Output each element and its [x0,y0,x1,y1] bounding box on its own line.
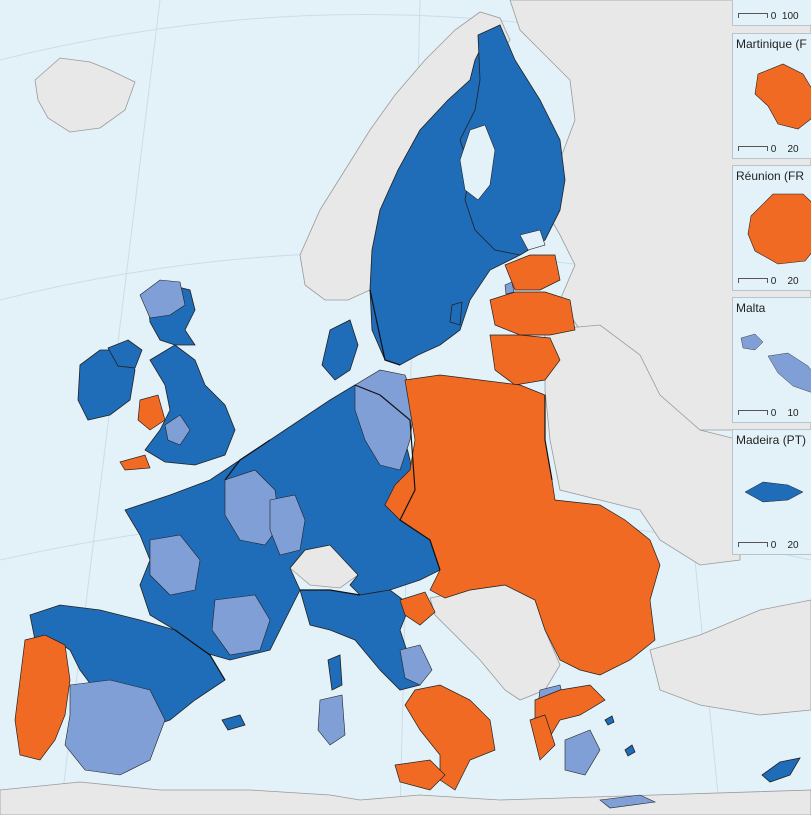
inset-reunion-title: Réunion (FR [736,169,805,183]
inset-madeira-title: Madeira (PT) [736,433,807,447]
inset-1: 0 100 [732,0,811,26]
denmark [321,319,359,381]
sardinia [317,694,346,746]
wales [137,394,166,431]
france-east [269,494,306,556]
scotland-highlands [139,279,186,319]
greece-west [529,714,556,761]
turkey [649,599,811,716]
reunion-shape [747,193,811,265]
iceland [34,57,136,133]
france-west [149,534,201,596]
croatia [399,591,436,626]
wales-border [164,414,191,446]
martinique-shape [754,63,811,130]
belarus-ukraine [544,324,741,566]
inset-martinique-title: Martinique (F [736,37,807,51]
greece-south [564,729,601,776]
france-south [211,594,271,656]
inset-1-scale: 0 100 [736,11,799,22]
inset-madeira: Madeira (PT) 0 20 [732,429,811,555]
inset-reunion: Réunion (FR 0 20 [732,165,811,291]
inset-malta: Malta 0 10 [732,297,811,423]
lakes [459,124,546,251]
inset-madeira-scale: 0 20 [736,540,799,551]
madeira-shape [744,481,804,503]
inset-reunion-scale: 0 20 [736,276,799,287]
ireland [77,349,136,421]
inset-malta-title: Malta [736,301,766,315]
cyprus [761,757,801,783]
northern-ireland [107,339,143,369]
inset-martinique-scale: 0 20 [736,144,799,155]
lithuania [489,334,561,386]
italy-adriatic [399,644,433,686]
inset-malta-scale: 0 10 [736,408,799,419]
estonia [504,254,561,291]
regions-low [14,254,661,791]
crete [599,794,657,809]
cornwall [119,454,151,471]
malta-shape [740,333,811,393]
inset-martinique: Martinique (F 0 20 [732,33,811,159]
east-germany [354,369,416,471]
sicily [394,759,446,791]
corsica [327,654,343,691]
national-borders [174,289,553,681]
latvia [489,291,576,336]
spain-south [64,679,166,776]
portugal [14,634,71,761]
gotland [449,301,463,326]
regions-medium [64,279,657,809]
finland [459,24,566,256]
italy-south [404,684,496,791]
